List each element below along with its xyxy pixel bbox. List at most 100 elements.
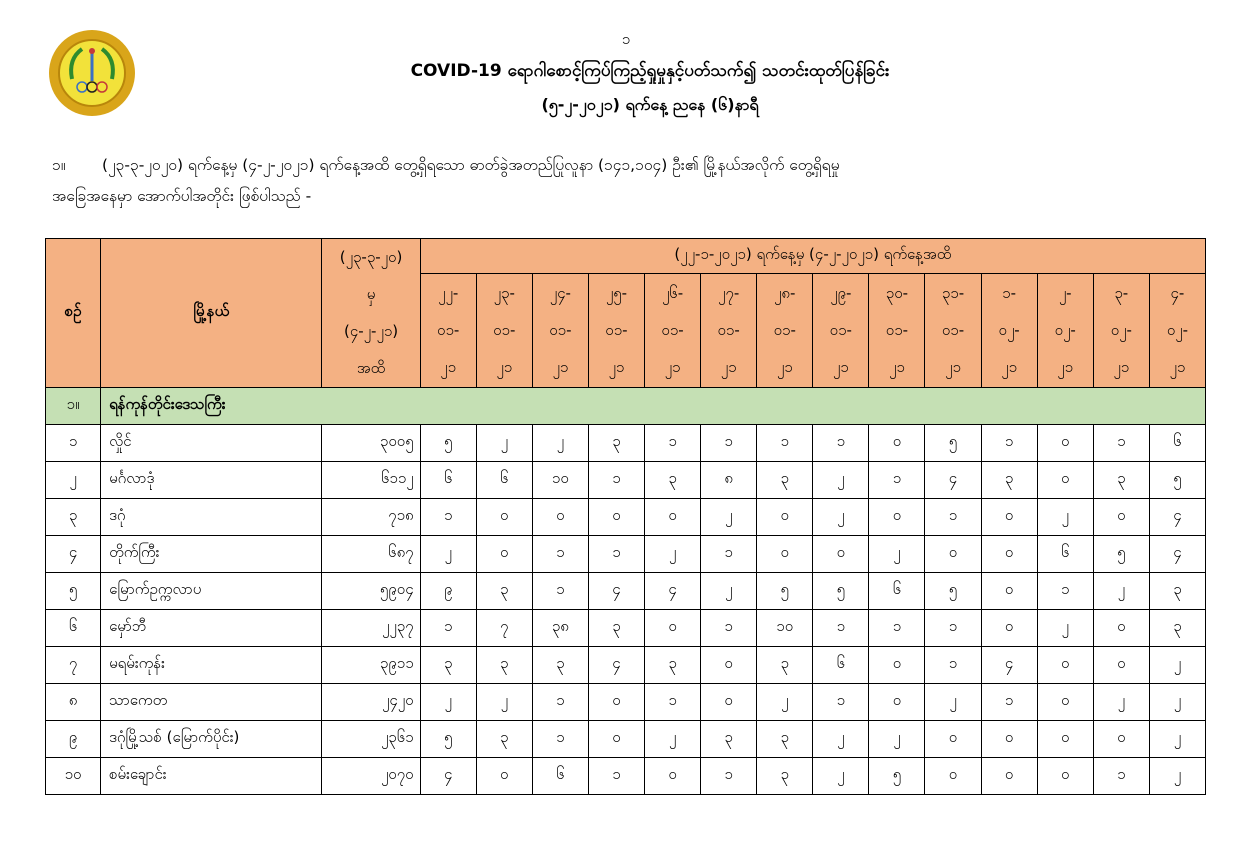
header-date-part: ၀၁- bbox=[605, 321, 628, 340]
row-number: ၅ bbox=[44, 572, 102, 610]
daily-count: ၁ bbox=[700, 609, 758, 647]
daily-count: ၂ bbox=[475, 683, 533, 721]
page-number: ၁ bbox=[621, 30, 631, 48]
header-date-part: ၂၆- bbox=[661, 284, 684, 303]
daily-count: ၀ bbox=[980, 609, 1038, 647]
daily-count: ၁ bbox=[756, 424, 814, 462]
daily-count: ၀ bbox=[1092, 720, 1150, 758]
table-row: ၂မင်္ဂလာဒုံ ၆၁၁၂၆၆၁၀၁၃၈၃၂၁၄၃၀၃၅ bbox=[44, 461, 1207, 499]
header-date-part: ၂- bbox=[1058, 284, 1072, 303]
header-date-part: ၂၁ bbox=[776, 358, 793, 377]
header-date-part: ၀၂- bbox=[1110, 321, 1132, 340]
daily-count: ၀ bbox=[980, 572, 1038, 610]
daily-count: ၃ bbox=[1092, 461, 1150, 499]
header-date-part: ၂၅- bbox=[605, 284, 628, 303]
daily-count: ၆ bbox=[868, 572, 926, 610]
daily-count: ၃ bbox=[700, 720, 758, 758]
daily-count: ၁ bbox=[531, 720, 589, 758]
daily-count: ၀ bbox=[980, 757, 1038, 795]
daily-count: ၄ bbox=[587, 572, 646, 610]
daily-count: ၃ bbox=[531, 646, 589, 684]
daily-count: ၁ bbox=[531, 535, 589, 573]
header-date-part: ၂၂- bbox=[438, 284, 459, 303]
row-number: ၆ bbox=[44, 609, 102, 647]
section-name: ရန်ကုန်တိုင်းဒေသကြီး bbox=[100, 387, 1206, 425]
header-date-range: (၂၂-၁-၂၀၂၁) ရက်နေ့မှ (၄-၂-၂၀၂၁) ရက်နေ့အထ… bbox=[419, 237, 1207, 275]
ministry-logo bbox=[49, 30, 135, 116]
daily-count: ၁ bbox=[812, 424, 870, 462]
daily-count: ၄ bbox=[924, 461, 982, 499]
daily-count: ၄ bbox=[980, 646, 1038, 684]
daily-count: ၀ bbox=[475, 498, 533, 536]
daily-count: ၅ bbox=[868, 757, 926, 795]
row-number: ၁၀ bbox=[44, 757, 102, 795]
daily-count: ၆ bbox=[1036, 535, 1094, 573]
daily-count: ၁ bbox=[1092, 424, 1150, 462]
daily-count: ၁ bbox=[419, 498, 477, 536]
daily-count: ၁ bbox=[868, 461, 926, 499]
header-date-part: ၂၁ bbox=[1113, 358, 1130, 377]
cumulative-total: ၃၀၀၅ bbox=[321, 424, 421, 462]
header-date-part: ၂၁ bbox=[1057, 358, 1074, 377]
daily-count: ၁ bbox=[643, 683, 702, 721]
daily-count: ၆ bbox=[1148, 424, 1207, 462]
header-date: ၂၃- ၀၁- ၂၁ bbox=[475, 273, 533, 388]
header-date-part: ၀၁- bbox=[941, 321, 965, 340]
daily-count: ၂ bbox=[700, 572, 758, 610]
table-row: ၄တိုက်ကြီး ၆၈၇၂၀၁၁၂၁၀၀၂၀၀၆၅၄ bbox=[44, 535, 1207, 573]
daily-count: ၃ bbox=[475, 572, 533, 610]
cumulative-total: ၆၈၇ bbox=[321, 535, 421, 573]
daily-count: ၀ bbox=[868, 683, 926, 721]
header-total-line: (၂၃-၃-၂၀) bbox=[339, 248, 403, 266]
header-total-line: အထိ bbox=[356, 359, 386, 377]
daily-count: ၆ bbox=[531, 757, 589, 795]
daily-count: ၀ bbox=[980, 720, 1038, 758]
daily-count: ၂ bbox=[812, 498, 870, 536]
header-date-part: ၂၁ bbox=[608, 358, 625, 377]
daily-count: ၁ bbox=[980, 424, 1038, 462]
daily-count: ၀ bbox=[1036, 424, 1094, 462]
header-date-part: ၂၈- bbox=[774, 284, 796, 303]
header-date-part: ၃၁- bbox=[941, 284, 965, 303]
daily-count: ၅ bbox=[419, 720, 477, 758]
daily-count: ၀ bbox=[587, 683, 646, 721]
document-title: COVID-19 ရောဂါစောင့်ကြပ်ကြည့်ရှုမှုနှင့်… bbox=[410, 61, 890, 81]
daily-count: ၀ bbox=[531, 498, 589, 536]
daily-count: ၅ bbox=[756, 572, 814, 610]
header-date: ၂၆- ၀၁- ၂၁ bbox=[643, 273, 702, 388]
daily-count: ၀ bbox=[643, 609, 702, 647]
daily-count: ၃ bbox=[980, 461, 1038, 499]
header-date-part: ၁- bbox=[1002, 284, 1017, 303]
daily-count: ၀ bbox=[868, 646, 926, 684]
daily-count: ၃ bbox=[643, 646, 702, 684]
daily-count: ၁ bbox=[587, 757, 646, 795]
daily-count: ၀ bbox=[756, 535, 814, 573]
township-cases-table: စဉ် မြို့နယ် (၂၃-၃-၂၀) မှ (၄-၂-၂၁) အထိ (… bbox=[44, 237, 1207, 795]
daily-count: ၃ bbox=[756, 646, 814, 684]
township-name: မင်္ဂလာဒုံ bbox=[100, 461, 323, 499]
daily-count: ၂ bbox=[1148, 757, 1207, 795]
daily-count: ၁ bbox=[587, 461, 646, 499]
header-date-part: ၂၄- bbox=[549, 284, 571, 303]
header-date: ၂၅- ၀၁- ၂၁ bbox=[587, 273, 646, 388]
daily-count: ၁ bbox=[980, 683, 1038, 721]
township-name: မြောက်ဥက္ကလာပ bbox=[100, 572, 323, 610]
daily-count: ၀ bbox=[475, 757, 533, 795]
cumulative-total: ၂၀၇၀ bbox=[321, 757, 421, 795]
table-row: ၃ဒဂုံ ၇၁၈၁၀၀၀၀၂၀၂၀၁၀၂၀၄ bbox=[44, 498, 1207, 536]
daily-count: ၁ bbox=[643, 424, 702, 462]
daily-count: ၀ bbox=[756, 498, 814, 536]
table-row: ၆မှော်ဘီ ၂၂၃၇၁၇၃၈၃၀၁၁၀၁၁၁၀၂၀၃ bbox=[44, 609, 1207, 647]
daily-count: ၀ bbox=[812, 535, 870, 573]
daily-count: ၁ bbox=[587, 535, 646, 573]
header-date: ၂၉- ၀၁- ၂၁ bbox=[812, 273, 870, 388]
paragraph-line-2: အခြေအနေမှာ အောက်ပါအတိုင်း ဖြစ်ပါသည် - bbox=[52, 187, 312, 205]
daily-count: ၁၀ bbox=[531, 461, 589, 499]
cumulative-total: ၅၉၀၄ bbox=[321, 572, 421, 610]
daily-count: ၂ bbox=[1148, 720, 1207, 758]
daily-count: ၀ bbox=[1036, 683, 1094, 721]
daily-count: ၀ bbox=[587, 720, 646, 758]
header-date-part: ၃- bbox=[1114, 284, 1129, 303]
header-total: (၂၃-၃-၂၀) မှ (၄-၂-၂၁) အထိ bbox=[321, 238, 421, 388]
table-row: ၇မရမ်းကုန်း ၃၉၁၁၃၃၃၄၃၀၃၆၀၁၄၀၀၂ bbox=[44, 646, 1207, 684]
